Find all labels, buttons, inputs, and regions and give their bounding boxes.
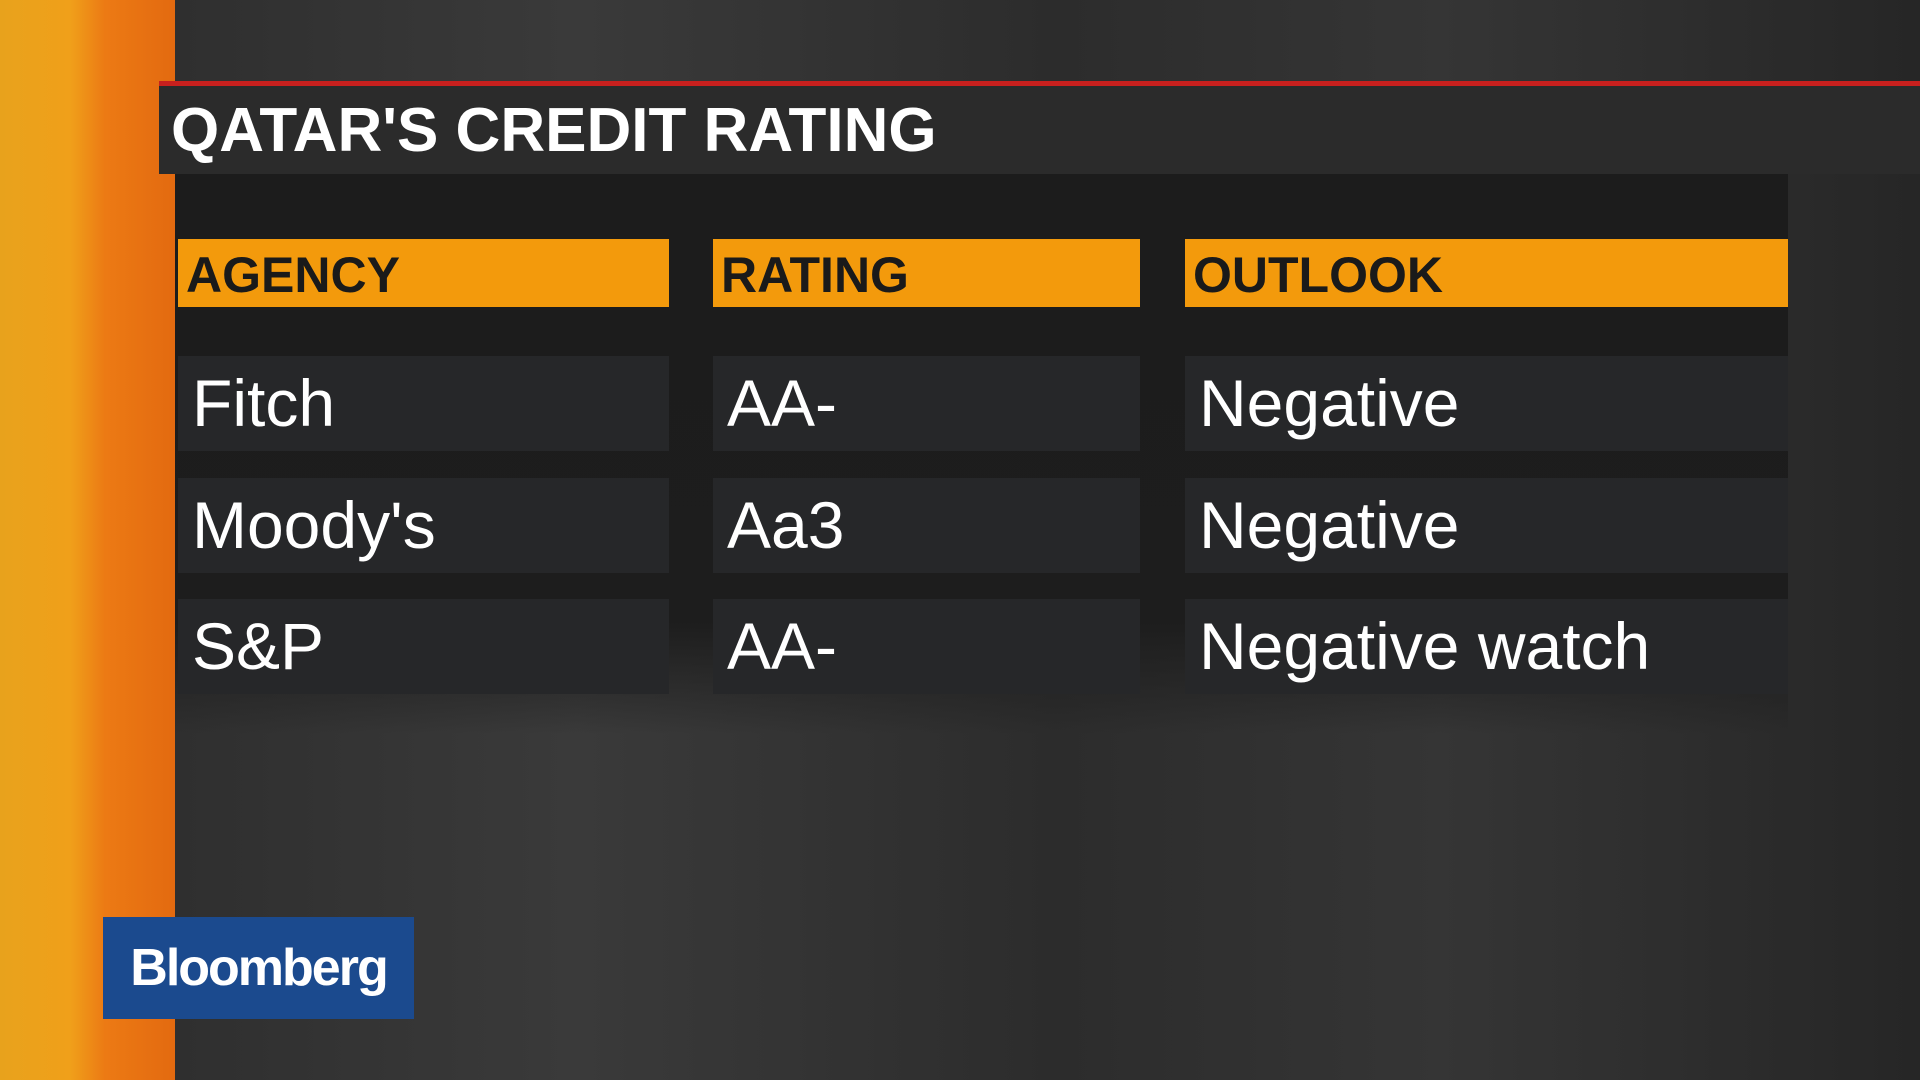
table-cell: Aa3	[713, 478, 1140, 573]
table-cell: Negative watch	[1185, 599, 1788, 694]
table-cell: Negative	[1185, 356, 1788, 451]
side-stripe	[0, 0, 175, 1080]
table-cell: Fitch	[178, 356, 669, 451]
logo: Bloomberg	[103, 917, 414, 1019]
table-cell: AA-	[713, 599, 1140, 694]
column-header: RATING	[713, 239, 1140, 307]
title: QATAR'S CREDIT RATING	[171, 96, 937, 165]
table-cell: AA-	[713, 356, 1140, 451]
table-cell: Moody's	[178, 478, 669, 573]
table-cell: S&P	[178, 599, 669, 694]
column-header: OUTLOOK	[1185, 239, 1788, 307]
column-header: AGENCY	[178, 239, 669, 307]
table-cell: Negative	[1185, 478, 1788, 573]
accent-line	[159, 81, 1920, 86]
title-bar	[159, 86, 1920, 174]
